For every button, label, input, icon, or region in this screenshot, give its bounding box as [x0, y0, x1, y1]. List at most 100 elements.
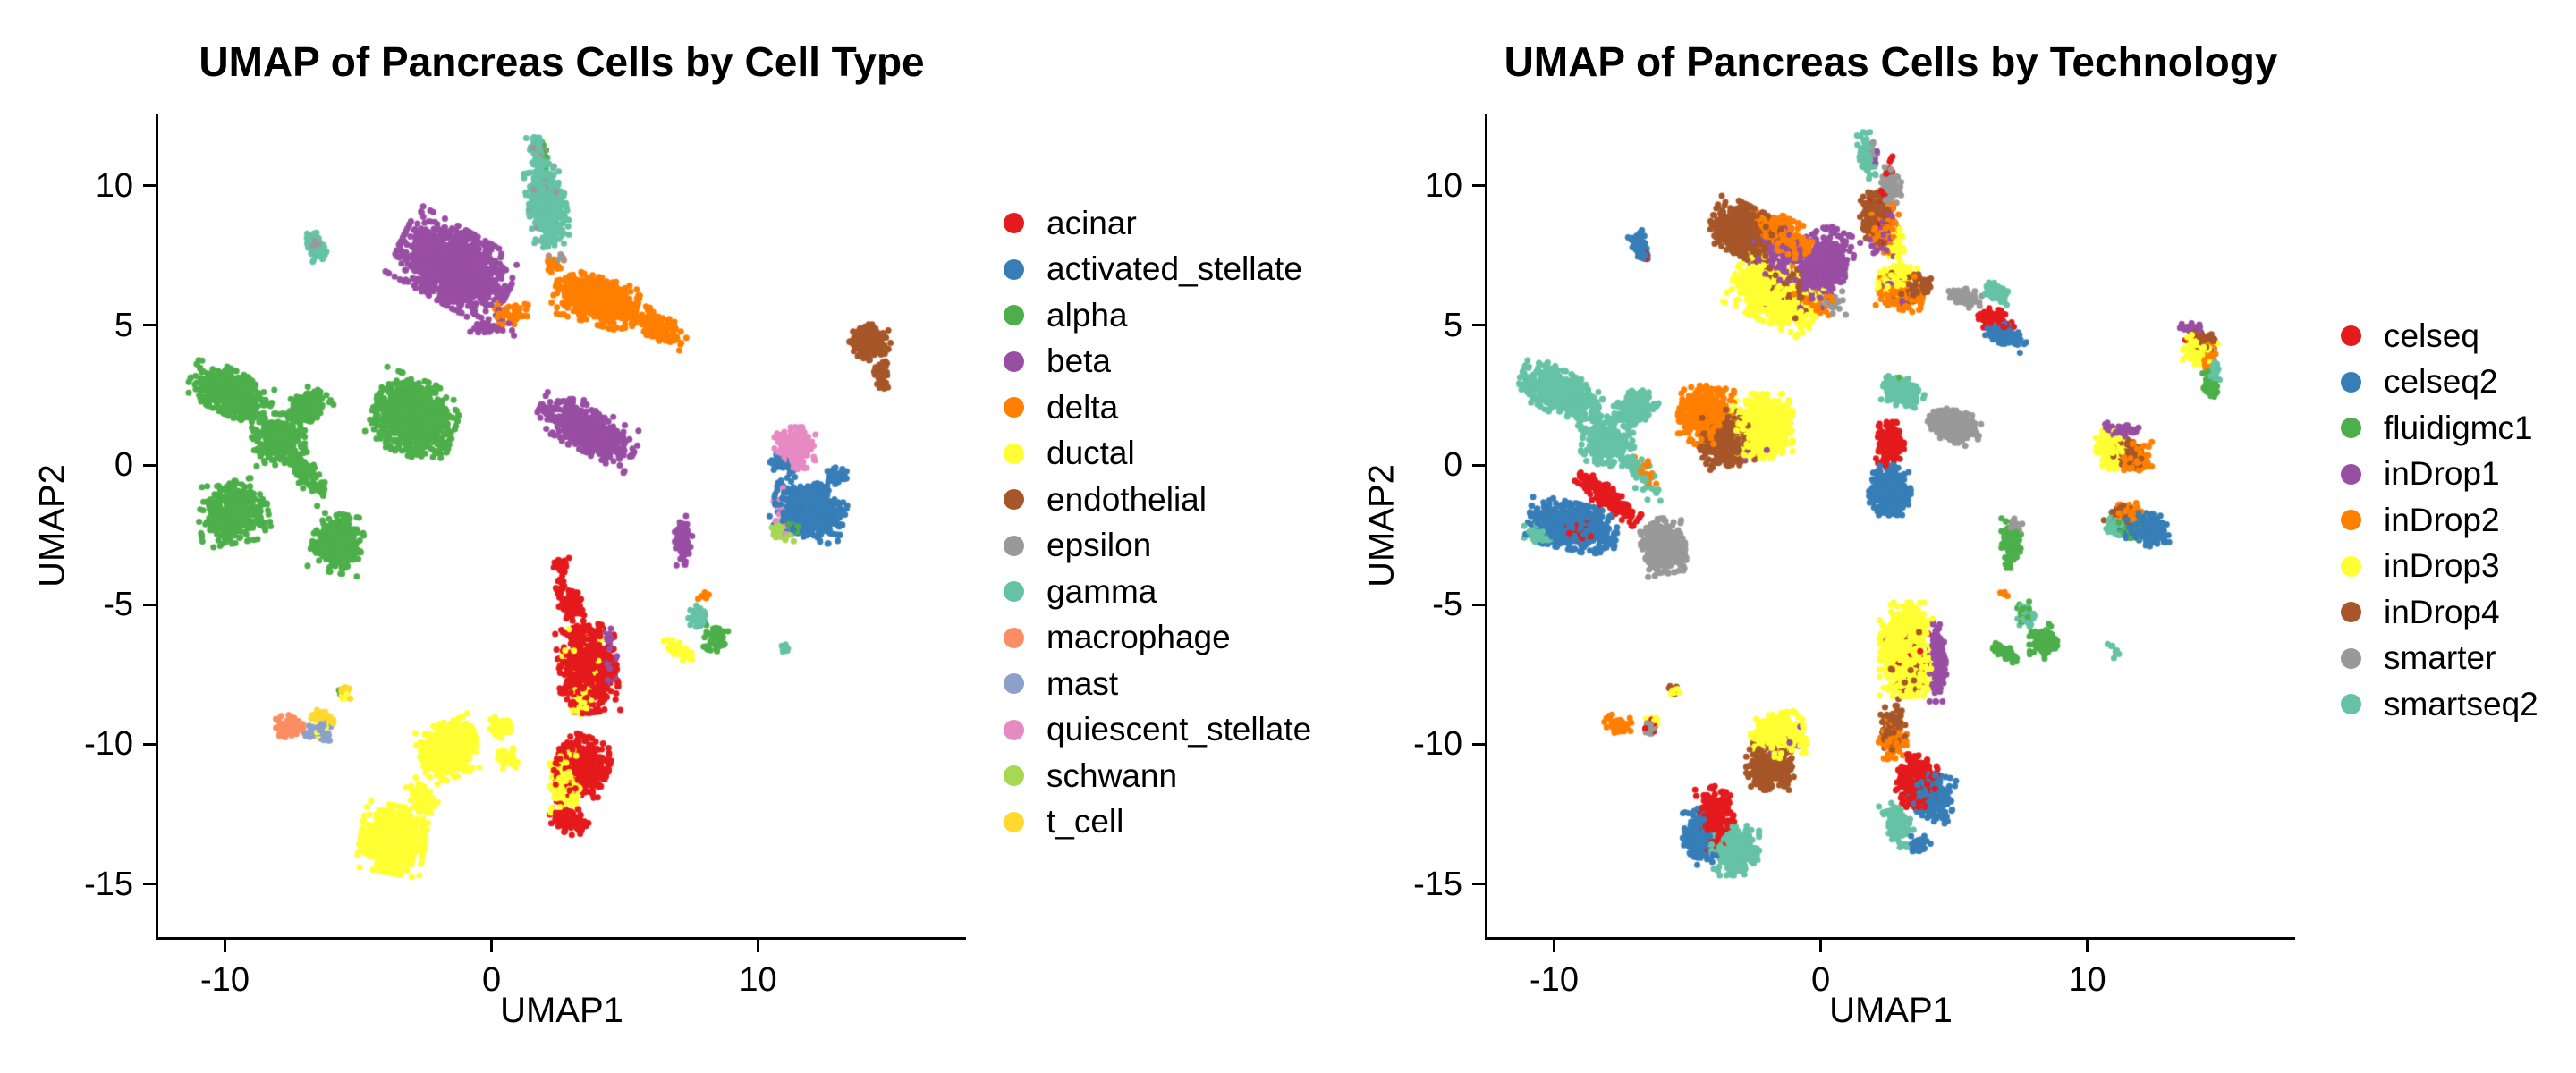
legend-dot-icon	[1003, 258, 1024, 280]
legend-item: celseq2	[2330, 359, 2538, 406]
legend-item: smartseq2	[2330, 681, 2538, 728]
y-tick-label: -15	[1413, 865, 1462, 903]
x-tick-label: 0	[1810, 961, 1831, 999]
legend-dot-icon	[1003, 811, 1024, 832]
legend-key	[2330, 418, 2371, 439]
legend-item: beta	[993, 339, 1311, 385]
legend-key	[993, 719, 1034, 740]
legend-dot-icon	[2340, 694, 2361, 715]
legend-key	[2330, 463, 2371, 485]
legend-item-label: inDrop4	[2384, 593, 2500, 630]
legend-item-label: activated_stellate	[1046, 250, 1302, 288]
legend-item-label: ductal	[1046, 435, 1135, 472]
legend-item: fluidigmc1	[2330, 405, 2538, 452]
legend-dot-icon	[2340, 325, 2361, 347]
x-tick-mark	[757, 940, 760, 952]
x-tick-mark	[1553, 940, 1555, 952]
legend-item: delta	[993, 384, 1311, 431]
y-tick-label: -10	[84, 725, 133, 764]
legend-item-label: delta	[1046, 388, 1119, 426]
legend-dot-icon	[1003, 535, 1024, 556]
y-tick-mark	[143, 603, 156, 606]
legend-key	[993, 581, 1034, 603]
legend-item: inDrop1	[2330, 452, 2538, 498]
legend-item-label: celseq2	[2384, 363, 2498, 401]
legend-item: smarter	[2330, 636, 2538, 682]
y-tick-mark	[143, 463, 156, 467]
legend-dot-icon	[1003, 673, 1024, 695]
y-tick-label: -5	[1432, 586, 1462, 624]
legend-dot-icon	[1003, 397, 1024, 418]
legend-item: inDrop3	[2330, 544, 2538, 590]
legend-item-label: inDrop2	[2384, 501, 2500, 538]
legend-item-label: fluidigmc1	[2384, 409, 2533, 446]
legend-item-label: beta	[1046, 342, 1112, 380]
x-axis-line	[156, 937, 966, 940]
legend-key	[993, 765, 1034, 787]
legend-item-label: t_cell	[1046, 803, 1124, 841]
legend-key	[993, 535, 1034, 556]
legend-item: mast	[993, 661, 1311, 707]
y-axis-line	[1485, 114, 1487, 940]
y-tick-mark	[1472, 324, 1485, 327]
legend-item-label: celseq	[2384, 317, 2479, 354]
y-tick-label: 0	[114, 446, 133, 485]
legend-item-label: acinar	[1046, 204, 1137, 241]
legend-dot-icon	[2340, 602, 2361, 623]
legend-dot-icon	[1003, 719, 1024, 740]
legend-item: ductal	[993, 431, 1311, 477]
legend-dot-icon	[1003, 351, 1024, 372]
legend-dot-icon	[2340, 647, 2361, 669]
legend-item-label: smartseq2	[2384, 685, 2538, 722]
legend-item-label: quiescent_stellate	[1046, 711, 1312, 748]
legend-key	[2330, 555, 2371, 577]
x-tick-label: 0	[481, 961, 502, 999]
legend-item-label: schwann	[1046, 756, 1178, 794]
legend-dot-icon	[2340, 555, 2361, 577]
y-tick-label: 0	[1443, 446, 1462, 485]
x-tick-label: 10	[739, 961, 777, 999]
scatter-canvas	[1487, 114, 2295, 937]
legend-dot-icon	[1003, 627, 1024, 648]
x-tick-mark	[2086, 940, 2089, 952]
legend-item-label: endothelial	[1046, 480, 1207, 518]
legend-key	[2330, 602, 2371, 623]
legend-item: schwann	[993, 753, 1311, 799]
legend-key	[993, 489, 1034, 511]
legend-key	[2330, 694, 2371, 715]
x-tick-label: -10	[1530, 961, 1579, 999]
legend-item: celseq	[2330, 313, 2538, 359]
legend-item-label: inDrop1	[2384, 455, 2500, 493]
panel-by-cell-type: UMAP of Pancreas Cells by Cell Type UMAP…	[33, 38, 1312, 1030]
legend-item-label: alpha	[1046, 296, 1128, 334]
legend-key	[993, 627, 1034, 648]
legend-item: epsilon	[993, 523, 1311, 570]
y-axis-line	[156, 114, 158, 940]
y-tick-mark	[1472, 463, 1485, 467]
x-axis-label: UMAP1	[1829, 991, 1953, 1030]
legend-key	[2330, 325, 2371, 347]
legend-item: acinar	[993, 200, 1311, 247]
legend-dot-icon	[1003, 581, 1024, 603]
legend-key	[993, 673, 1034, 695]
y-tick-label: 5	[1443, 306, 1462, 344]
legend-item: inDrop2	[2330, 497, 2538, 544]
y-tick-mark	[1472, 184, 1485, 188]
legend-key	[993, 213, 1034, 234]
y-tick-label: -10	[1413, 725, 1462, 764]
legend-key	[2330, 647, 2371, 669]
legend-key	[993, 397, 1034, 418]
x-axis-label: UMAP1	[500, 991, 623, 1030]
legend-item-label: smarter	[2384, 639, 2496, 677]
y-tick-mark	[143, 883, 156, 886]
y-tick-mark	[143, 324, 156, 327]
y-tick-label: 10	[95, 166, 133, 205]
legend-dot-icon	[1003, 305, 1024, 326]
legend-item: alpha	[993, 292, 1311, 339]
x-tick-label: 10	[2068, 961, 2106, 999]
y-tick-mark	[1472, 883, 1485, 886]
legend-item: inDrop4	[2330, 589, 2538, 636]
legend-dot-icon	[1003, 443, 1024, 464]
